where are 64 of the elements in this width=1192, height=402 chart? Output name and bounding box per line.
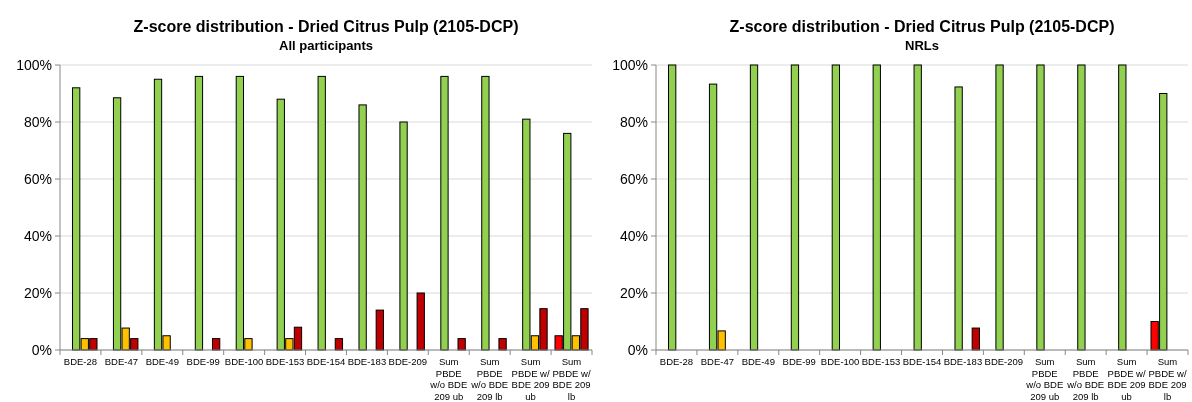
bar [749,64,759,351]
x-tick-label: Sum PBDE w/o BDE 209 lb [470,356,509,402]
bar [995,64,1004,351]
x-tick-label: BDE-99 [782,356,816,367]
y-tick-label: 20% [23,284,52,301]
bar [358,104,367,351]
bar [831,64,841,351]
y-tick-label: 80% [23,113,52,130]
chart-subtitle: NRLs [905,38,939,53]
chart-subtitle: All participants [279,38,373,53]
x-tick-label: BDE-47 [104,356,139,367]
bar [440,75,449,351]
y-tick-label: 80% [619,113,648,130]
chart-title: Z-score distribution - Dried Citrus Pulp (2105-DCP) [729,18,1115,35]
y-tick-label: 0% [627,341,648,358]
x-tick-label: Sum PBDE w/ BDE 209 lb [552,356,591,402]
bar [1036,64,1045,351]
y-tick-label: 40% [23,227,52,244]
x-tick-label: BDE-154 [306,356,346,367]
x-tick-label: BDE-28 [659,356,694,367]
bar [954,86,963,351]
x-tick-label: Sum PBDE w/ BDE 209 lb [1148,356,1187,402]
bar [399,121,408,351]
bar [668,64,677,351]
x-tick-label: Sum PBDE w/o BDE 209 lb [1066,356,1105,402]
y-tick-label: 60% [23,170,52,187]
x-tick-label: Sum PBDE w/ BDE 209 ub [1107,356,1146,402]
bar [375,309,384,351]
bar [481,75,490,351]
bar [1077,64,1086,351]
bar [317,75,326,351]
y-tick-label: 100% [612,56,648,73]
x-tick-label: BDE-154 [902,356,942,367]
y-tick-label: 40% [619,227,648,244]
bar [872,64,881,351]
bar [498,338,507,351]
bar [971,327,980,351]
x-tick-label: Sum PBDE w/o BDE 209 ub [429,356,468,402]
x-tick-label: BDE-100 [224,356,264,367]
x-tick-label: Sum PBDE w/o BDE 209 ub [1025,356,1064,402]
bar [790,64,800,351]
y-tick-label: 60% [619,170,648,187]
x-tick-label: BDE-49 [145,356,179,367]
y-tick-label: 20% [619,284,648,301]
x-tick-label: BDE-209 [984,356,1024,367]
x-tick-label: BDE-100 [820,356,860,367]
x-tick-label: BDE-209 [388,356,428,367]
x-tick-label: Sum PBDE w/ BDE 209 ub [511,356,550,402]
x-tick-label: BDE-47 [700,356,735,367]
x-tick-label: BDE-153 [265,356,305,367]
x-tick-label: BDE-28 [63,356,98,367]
x-tick-label: BDE-183 [943,356,983,367]
y-tick-label: 100% [16,56,52,73]
bar [457,338,466,351]
x-tick-label: BDE-183 [347,356,387,367]
chart-title: Z-score distribution - Dried Citrus Pulp (2105-DCP) [133,18,519,35]
x-tick-label: BDE-99 [186,356,220,367]
x-tick-label: BDE-49 [741,356,775,367]
x-tick-label: BDE-153 [861,356,901,367]
y-tick-label: 0% [31,341,52,358]
bar [194,75,204,351]
bar [416,292,425,351]
bar [913,64,922,351]
bar [1118,64,1127,351]
